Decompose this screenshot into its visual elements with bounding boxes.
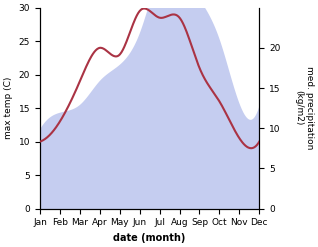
X-axis label: date (month): date (month) <box>114 233 186 243</box>
Y-axis label: max temp (C): max temp (C) <box>4 77 13 139</box>
Y-axis label: med. precipitation
(kg/m2): med. precipitation (kg/m2) <box>294 66 314 150</box>
